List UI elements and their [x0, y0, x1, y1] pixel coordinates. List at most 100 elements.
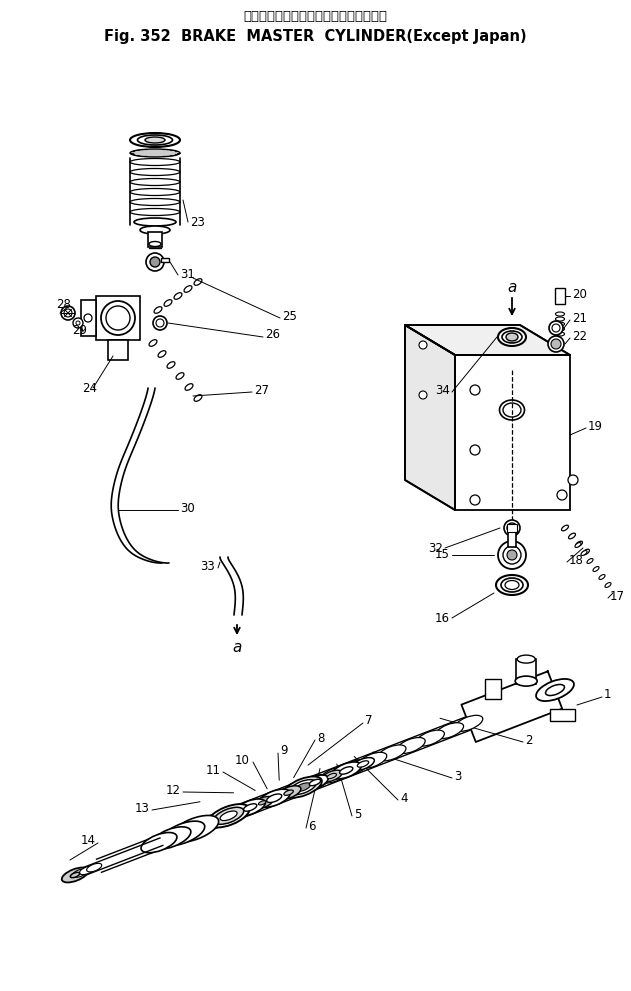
Text: 24: 24: [82, 382, 97, 394]
Bar: [81, 300, 96, 336]
Text: 25: 25: [282, 309, 297, 322]
Circle shape: [73, 318, 83, 328]
Text: 29: 29: [72, 323, 87, 337]
Ellipse shape: [593, 567, 599, 572]
Ellipse shape: [575, 541, 582, 547]
Bar: [508, 527, 516, 547]
Text: Fig. 352  BRAKE  MASTER  CYLINDER(Except Japan): Fig. 352 BRAKE MASTER CYLINDER(Except Ja…: [103, 29, 526, 44]
Ellipse shape: [208, 804, 249, 827]
Text: 9: 9: [280, 744, 288, 757]
Ellipse shape: [86, 863, 102, 872]
Ellipse shape: [130, 208, 180, 215]
Ellipse shape: [555, 312, 565, 316]
Ellipse shape: [251, 797, 274, 810]
Ellipse shape: [546, 685, 565, 696]
Ellipse shape: [154, 306, 162, 313]
Ellipse shape: [130, 188, 180, 195]
Circle shape: [64, 309, 72, 317]
Ellipse shape: [582, 549, 589, 555]
Text: 14: 14: [81, 834, 96, 847]
Bar: [108, 340, 128, 360]
Ellipse shape: [80, 866, 95, 875]
Text: 7: 7: [365, 715, 372, 727]
Ellipse shape: [581, 551, 587, 556]
Ellipse shape: [555, 322, 565, 326]
Ellipse shape: [130, 198, 180, 205]
Ellipse shape: [555, 332, 565, 336]
Circle shape: [106, 306, 130, 330]
Ellipse shape: [244, 804, 257, 812]
Ellipse shape: [562, 525, 569, 531]
Ellipse shape: [149, 340, 157, 346]
Ellipse shape: [506, 333, 518, 341]
Ellipse shape: [167, 362, 175, 369]
Polygon shape: [405, 325, 455, 510]
Circle shape: [503, 546, 521, 564]
Ellipse shape: [140, 226, 170, 234]
Ellipse shape: [351, 757, 374, 770]
Ellipse shape: [138, 135, 172, 145]
Circle shape: [146, 253, 164, 271]
Text: 15: 15: [435, 548, 450, 562]
Text: ブレーキマスタシリンダ（海　外　向）: ブレーキマスタシリンダ（海 外 向）: [243, 10, 387, 23]
Ellipse shape: [162, 822, 204, 845]
Ellipse shape: [536, 679, 574, 701]
Text: 4: 4: [400, 792, 408, 805]
Text: 28: 28: [56, 298, 71, 311]
Ellipse shape: [259, 801, 266, 805]
Ellipse shape: [276, 786, 301, 800]
Circle shape: [419, 341, 427, 349]
Ellipse shape: [220, 811, 237, 821]
Ellipse shape: [130, 149, 180, 157]
Text: 22: 22: [572, 329, 587, 343]
Ellipse shape: [70, 872, 80, 878]
Ellipse shape: [302, 775, 328, 790]
Ellipse shape: [295, 783, 310, 792]
Ellipse shape: [290, 780, 316, 795]
Text: 13: 13: [135, 802, 150, 815]
Ellipse shape: [164, 299, 172, 306]
Text: 11: 11: [206, 763, 221, 777]
Text: 2: 2: [525, 733, 533, 746]
Text: 17: 17: [610, 590, 625, 603]
Ellipse shape: [331, 762, 362, 779]
Ellipse shape: [587, 559, 593, 564]
Text: 10: 10: [235, 753, 250, 766]
Text: 3: 3: [454, 769, 461, 783]
Ellipse shape: [435, 722, 464, 738]
Polygon shape: [461, 671, 562, 742]
Text: 26: 26: [265, 328, 280, 342]
Bar: [455, 355, 570, 510]
Ellipse shape: [267, 794, 282, 803]
Text: 5: 5: [354, 808, 362, 821]
Ellipse shape: [149, 242, 161, 247]
Ellipse shape: [130, 133, 180, 147]
Text: 21: 21: [572, 311, 587, 324]
Ellipse shape: [130, 159, 180, 165]
Circle shape: [470, 495, 480, 505]
Ellipse shape: [130, 178, 180, 185]
Text: 1: 1: [604, 689, 611, 702]
Bar: [555, 288, 565, 304]
Ellipse shape: [145, 137, 165, 143]
Ellipse shape: [213, 808, 244, 825]
Ellipse shape: [416, 730, 444, 746]
Ellipse shape: [358, 752, 387, 768]
Ellipse shape: [172, 816, 218, 842]
Bar: [550, 709, 575, 720]
Circle shape: [76, 321, 80, 325]
Ellipse shape: [505, 581, 519, 590]
Ellipse shape: [575, 542, 581, 547]
Ellipse shape: [235, 799, 265, 816]
Text: 16: 16: [435, 611, 450, 624]
Circle shape: [153, 316, 167, 330]
Circle shape: [507, 523, 517, 533]
Circle shape: [557, 490, 567, 500]
Ellipse shape: [184, 285, 192, 292]
Ellipse shape: [151, 826, 191, 849]
Ellipse shape: [194, 278, 202, 285]
Circle shape: [419, 391, 427, 399]
Ellipse shape: [508, 525, 516, 529]
Ellipse shape: [194, 394, 202, 401]
Ellipse shape: [599, 575, 605, 580]
